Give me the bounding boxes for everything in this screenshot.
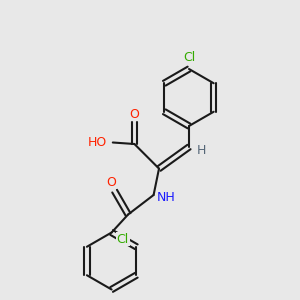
Text: H: H [197,143,206,157]
Text: HO: HO [88,136,107,149]
Text: Cl: Cl [183,51,195,64]
Text: O: O [107,176,116,189]
Text: O: O [130,107,139,121]
Text: Cl: Cl [117,233,129,246]
Text: NH: NH [157,191,176,204]
